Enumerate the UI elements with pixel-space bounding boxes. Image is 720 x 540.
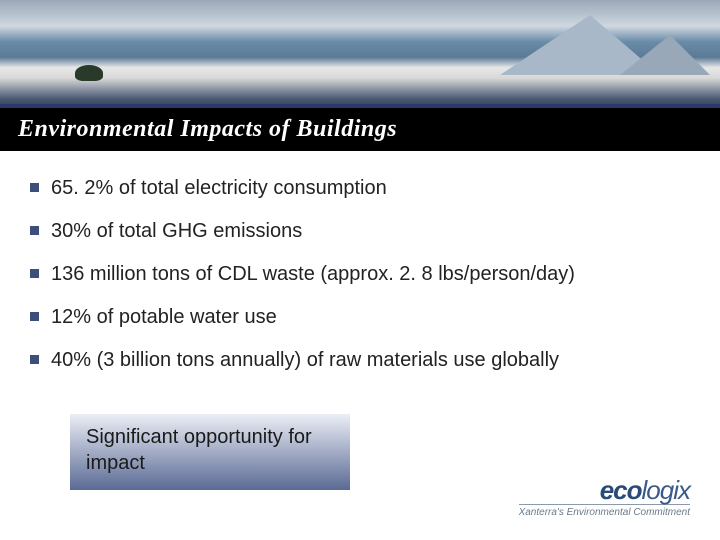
logo-area: ecologix Xanterra's Environmental Commit… [519, 475, 690, 518]
bullet-marker [30, 226, 39, 235]
callout-text: Significant opportunity for impact [86, 426, 312, 474]
logo-part1: eco [600, 475, 642, 505]
bullet-marker [30, 183, 39, 192]
bullet-item: 40% (3 billion tons annually) of raw mat… [30, 347, 690, 374]
bullet-text: 136 million tons of CDL waste (approx. 2… [51, 261, 575, 288]
bullet-item: 12% of potable water use [30, 304, 690, 331]
island-graphic [75, 65, 103, 81]
bullet-item: 136 million tons of CDL waste (approx. 2… [30, 261, 690, 288]
slide-title: Environmental Impacts of Buildings [0, 108, 720, 151]
bullet-text: 65. 2% of total electricity consumption [51, 175, 387, 202]
logo-part2: logix [642, 475, 690, 505]
slide-content: 65. 2% of total electricity consumption … [0, 151, 720, 510]
header-banner-image [0, 0, 720, 108]
bullet-item: 30% of total GHG emissions [30, 218, 690, 245]
logo-tagline: Xanterra's Environmental Commitment [519, 504, 690, 518]
bullet-marker [30, 312, 39, 321]
mountain-graphic-2 [620, 35, 710, 75]
bullet-text: 40% (3 billion tons annually) of raw mat… [51, 347, 559, 374]
bullet-marker [30, 355, 39, 364]
bullet-item: 65. 2% of total electricity consumption [30, 175, 690, 202]
callout-box: Significant opportunity for impact [70, 414, 350, 490]
bullet-list: 65. 2% of total electricity consumption … [30, 175, 690, 374]
bullet-text: 12% of potable water use [51, 304, 277, 331]
bullet-marker [30, 269, 39, 278]
bullet-text: 30% of total GHG emissions [51, 218, 302, 245]
logo-text: ecologix [519, 475, 690, 506]
